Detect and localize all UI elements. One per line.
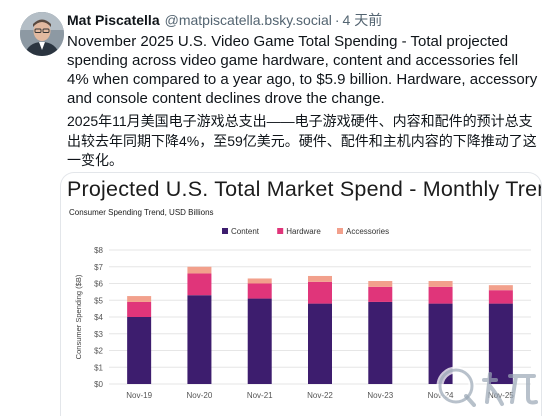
bar-segment	[247, 283, 272, 299]
post-header: Mat Piscatella @matpiscatella.bsky.social…	[67, 10, 543, 30]
separator: ·	[334, 12, 340, 28]
x-tick-label: Nov-22	[307, 391, 333, 400]
y-axis-label: Consumer Spending ($B)	[74, 274, 83, 359]
bar-segment	[127, 317, 152, 384]
bar-segment	[368, 286, 393, 302]
bar-segment	[308, 281, 332, 304]
y-tick-label: $4	[94, 313, 103, 322]
bar-segment	[368, 301, 393, 384]
bar-segment	[308, 303, 332, 384]
legend-swatch	[222, 228, 228, 234]
bar-segment	[428, 286, 453, 304]
chart-title: Projected U.S. Total Market Spend - Mont…	[67, 177, 542, 201]
x-tick-label: Nov-20	[187, 391, 213, 400]
bar-segment	[308, 275, 332, 282]
y-tick-label: $1	[94, 363, 103, 372]
legend-label: Hardware	[286, 227, 321, 236]
post: Mat Piscatella @matpiscatella.bsky.social…	[67, 10, 543, 171]
x-tick-label: Nov-23	[367, 391, 393, 400]
jiuyou-logo-icon	[436, 366, 538, 407]
y-tick-label: $6	[94, 280, 103, 289]
y-tick-label: $2	[94, 347, 103, 356]
legend-swatch	[337, 228, 343, 234]
legend-label: Content	[231, 227, 260, 236]
legend-swatch	[277, 228, 284, 234]
legend-label: Accessories	[346, 227, 389, 236]
avatar[interactable]	[20, 12, 64, 56]
bar-segment	[488, 303, 513, 384]
stacked-bar-chart: $0 $1 $2 $3 $4 $5 $6 $7 $8 Consumer Spending ($B)…	[74, 227, 531, 400]
bar-segment	[187, 266, 212, 274]
bar-segment	[247, 298, 272, 384]
bar-segment	[127, 301, 152, 317]
post-text-english: November 2025 U.S. Video Game Total Spen…	[67, 33, 538, 107]
chart-image[interactable]: Projected U.S. Total Market Spend - Mont…	[60, 172, 542, 416]
bar-segment	[187, 273, 212, 296]
chart-subtitle: Consumer Spending Trend, USD Billions	[69, 208, 214, 217]
y-tick-label: $7	[94, 263, 103, 272]
x-tick-label: Nov-19	[126, 391, 152, 400]
x-tick-label: Nov-25	[488, 391, 514, 400]
post-text-chinese: 2025年11月美国电子游戏总支出——电子游戏硬件、内容和配件的预计总支出较去年…	[67, 113, 537, 168]
bar-segment	[488, 290, 513, 304]
x-tick-label: Nov-21	[247, 391, 273, 400]
bar-segment	[247, 278, 272, 284]
bar-segment	[127, 296, 152, 302]
y-tick-label: $3	[94, 330, 103, 339]
avatar-photo-icon	[20, 12, 64, 56]
bar-segment	[187, 295, 212, 384]
author-handle[interactable]: @matpiscatella.bsky.social	[164, 12, 332, 28]
bar-segment	[428, 280, 453, 287]
bar-segment	[488, 285, 513, 291]
y-tick-label: $0	[94, 380, 103, 389]
post-time[interactable]: 4 天前	[342, 12, 383, 28]
y-tick-label: $8	[94, 246, 103, 255]
y-tick-label: $5	[94, 296, 103, 305]
bar-segment	[368, 280, 393, 287]
author-name[interactable]: Mat Piscatella	[67, 12, 160, 28]
